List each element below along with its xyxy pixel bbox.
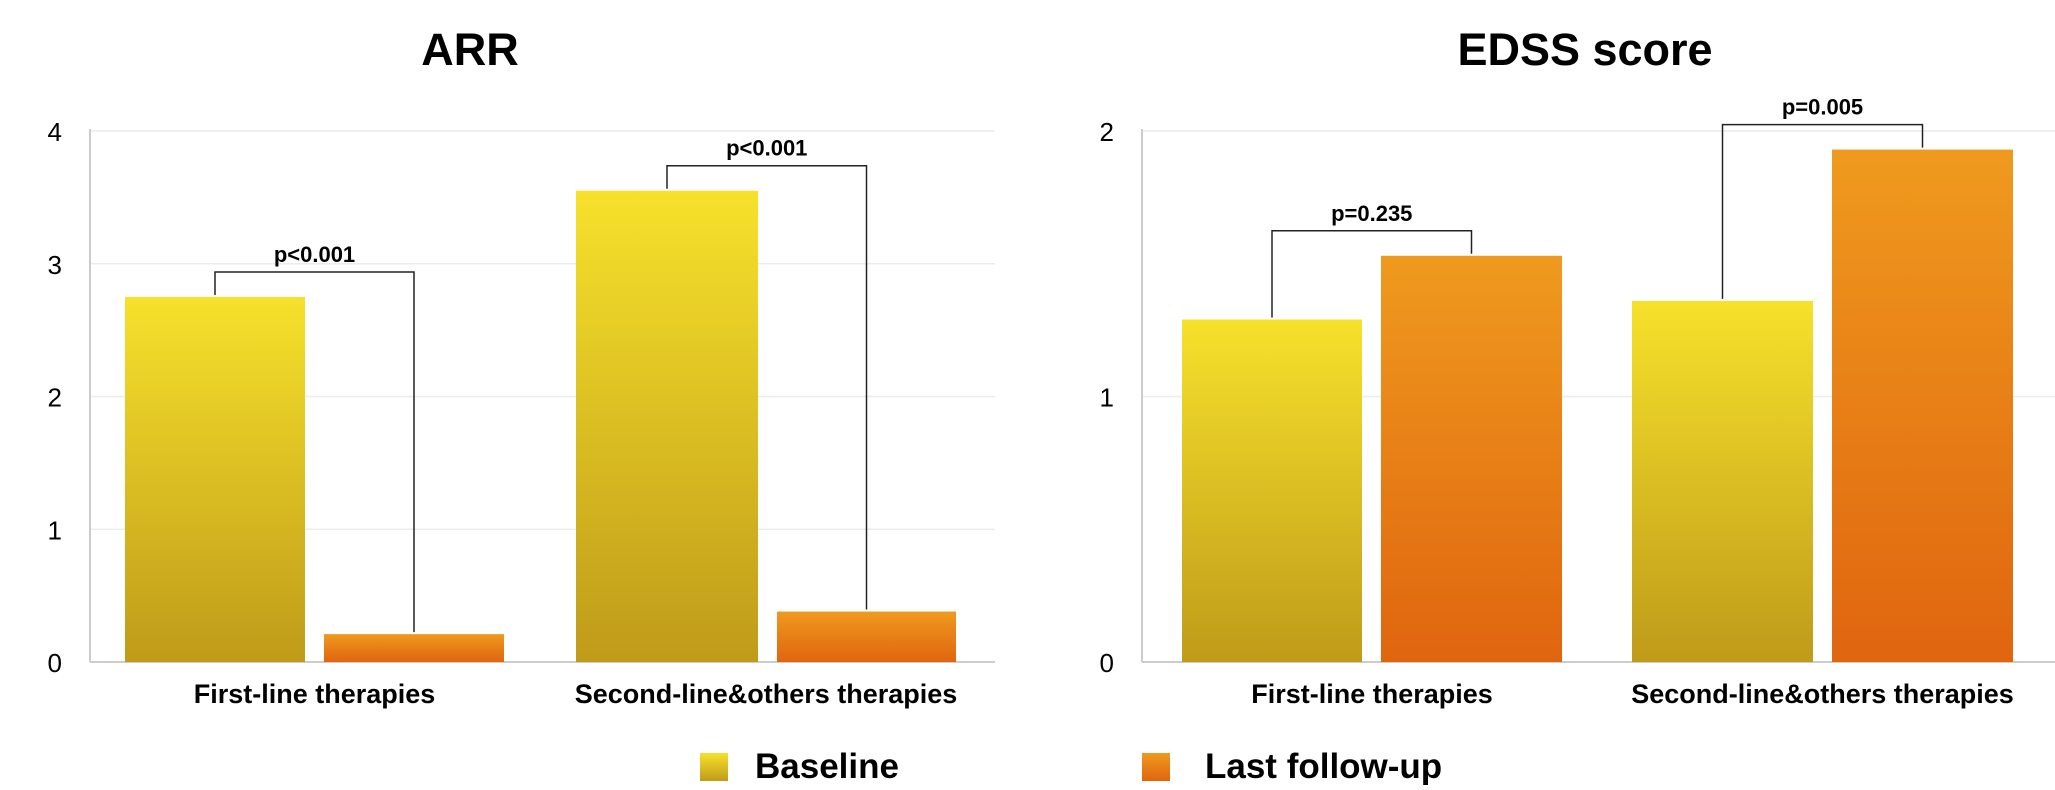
legend-label-baseline: Baseline (755, 747, 899, 785)
p-value-label: p=0.235 (1331, 201, 1412, 226)
legend-label-last-follow-up: Last follow-up (1205, 747, 1442, 785)
p-value-label: p=0.005 (1782, 95, 1863, 120)
y-tick-label: 1 (48, 515, 62, 545)
significance-bracket (1721, 123, 1924, 299)
chart-title: EDSS score (1457, 24, 1712, 75)
y-tick-label: 1 (1100, 383, 1114, 413)
bar-baseline (1632, 300, 1813, 662)
y-tick-label: 0 (1100, 648, 1114, 678)
y-tick-label: 2 (48, 383, 62, 413)
bar-last-follow-up (1832, 149, 2013, 662)
p-value-label: p<0.001 (726, 136, 807, 161)
bar-last-follow-up (777, 611, 956, 662)
chart-title: ARR (421, 24, 519, 75)
significance-bracket (1271, 230, 1473, 318)
chart-1: ARR 0 1 2 3 4 p<0.001 First-line therapies p<0.0… (48, 24, 995, 709)
y-tick-label: 2 (1100, 117, 1114, 147)
legend: Baseline Last follow-up (700, 747, 1442, 786)
bar-baseline (125, 296, 305, 662)
y-tick-label: 3 (48, 250, 62, 280)
chart-2: EDSS score 0 1 2 p=0.235 First-line therapies… (1100, 24, 2055, 709)
y-tick-label: 0 (48, 648, 62, 678)
bar-baseline (576, 190, 758, 663)
p-value-label: p<0.001 (274, 242, 355, 267)
bar-last-follow-up (1381, 255, 1562, 662)
bar-baseline (1182, 319, 1362, 662)
bar-last-follow-up (324, 634, 504, 662)
legend-swatch-last-follow-up (1142, 753, 1170, 781)
x-category-label: Second-line&others therapies (1631, 679, 2014, 709)
significance-bracket (666, 164, 868, 610)
x-category-label: Second-line&others therapies (575, 679, 958, 709)
y-tick-label: 4 (48, 117, 62, 147)
x-category-label: First-line therapies (1251, 679, 1493, 709)
significance-bracket (214, 271, 415, 633)
legend-swatch-baseline (700, 753, 728, 781)
x-category-label: First-line therapies (194, 679, 436, 709)
